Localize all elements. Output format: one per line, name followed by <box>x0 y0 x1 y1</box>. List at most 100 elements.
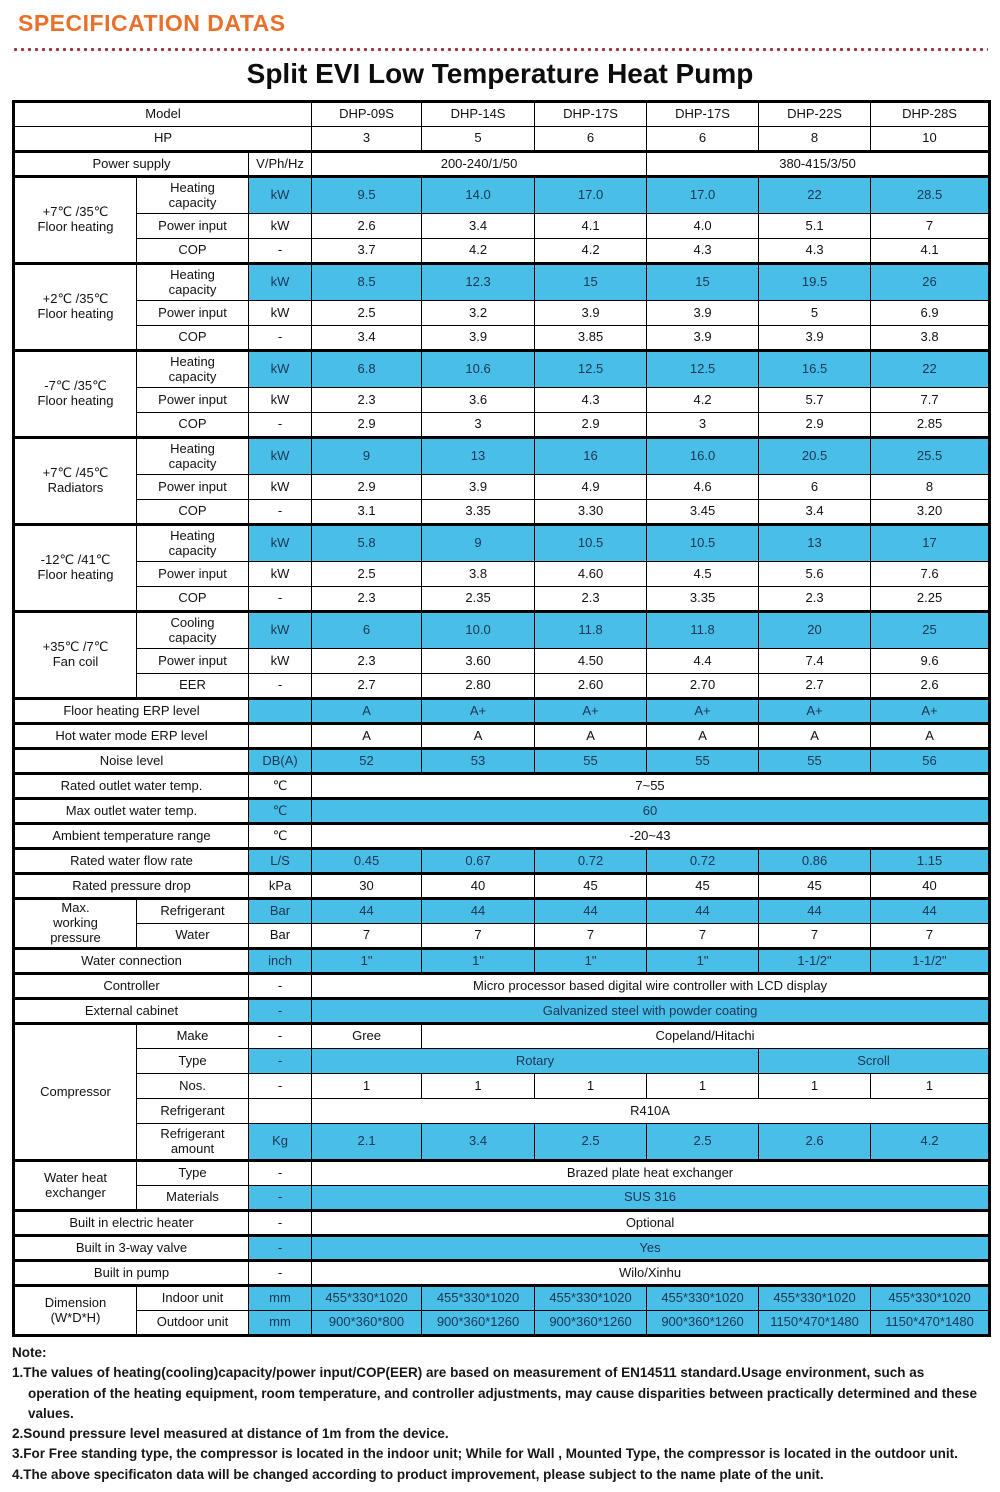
dotted-divider <box>12 47 988 52</box>
unit-cell: kW <box>247 648 313 674</box>
spec-row: Power input kW 2.5 3.2 3.9 3.9 5 6.9 <box>14 300 991 326</box>
spec-row: Dimension (W*D*H) Indoor unit mm 455*330*10… <box>13 1284 991 1336</box>
unit-cell: - <box>247 1259 313 1286</box>
value-cell: 2.9 <box>311 474 423 500</box>
value-cell: 1 <box>870 1073 991 1099</box>
value-cell: 5.1 <box>758 213 872 239</box>
value-cell: 12.3 <box>421 262 536 301</box>
value-cell: A+ <box>870 697 991 724</box>
value-cell: 2.35 <box>421 586 536 612</box>
value-cell: 12.5 <box>534 349 648 388</box>
unit-cell: ℃ <box>247 822 313 849</box>
spec-row: Power input kW 2.6 3.4 4.1 4.0 5.1 7 <box>14 213 991 239</box>
unit-cell: mm <box>247 1310 313 1336</box>
spec-row: Power input kW 2.5 3.8 4.60 4.5 5.6 7.6 <box>14 561 991 587</box>
unit-cell: mm <box>247 1284 313 1311</box>
note-heading: Note: <box>12 1345 47 1360</box>
row-label: Max outlet water temp. <box>13 797 249 824</box>
value-cell: 2.7 <box>758 673 872 699</box>
spec-row: COP -3.4 3.9 3.85 3.9 3.9 3.8 <box>14 325 991 351</box>
value-cell: A <box>646 722 760 749</box>
model-name: DHP-17S <box>646 101 760 127</box>
value-cell: 4.2 <box>534 238 648 264</box>
value-cell: 7 <box>311 923 423 949</box>
param-label: Cooling capacity <box>136 610 249 649</box>
value-cell: 455*330*1020 <box>870 1284 991 1311</box>
value-cell: 4.3 <box>758 238 872 264</box>
param-label: Outdoor unit <box>136 1310 249 1336</box>
value-cell: 2.7 <box>311 673 423 699</box>
spec-row: +2℃ /35℃ Floor heating Heating capacity kW… <box>13 262 991 351</box>
param-label: Type <box>136 1159 249 1186</box>
row-label: Rated outlet water temp. <box>13 772 249 799</box>
value-cell: 3.9 <box>421 325 536 351</box>
value-cell: 44 <box>421 897 536 924</box>
row-label: Hot water mode ERP level <box>13 722 249 749</box>
param-label: COP <box>136 586 249 612</box>
value-cell: 25.5 <box>870 436 991 475</box>
spec-row: Ambient temperature range ℃ -20~43 <box>13 822 991 849</box>
value-cell: 1150*470*1480 <box>758 1310 872 1336</box>
unit-cell: kW <box>247 349 313 388</box>
unit-cell: - <box>247 1073 313 1099</box>
value-cell: 3 <box>421 412 536 438</box>
value-cell: 1-1/2" <box>758 947 872 974</box>
spec-row: COP -2.9 3 2.9 3 2.9 2.85 <box>14 412 991 438</box>
value-cell: 14.0 <box>421 175 536 214</box>
value-cell: 0.67 <box>421 847 536 874</box>
value-cell: 3.4 <box>758 499 872 525</box>
unit-cell: kW <box>247 175 313 214</box>
unit-cell: kW <box>247 387 313 413</box>
value-cell: 3.9 <box>421 474 536 500</box>
value-cell: A+ <box>758 697 872 724</box>
unit-cell: - <box>247 325 313 351</box>
spec-row: Built in electric heater - Optional <box>13 1209 991 1236</box>
value-cell: 1 <box>534 1073 648 1099</box>
value-cell: 455*330*1020 <box>646 1284 760 1311</box>
value-cell: 3.35 <box>646 586 760 612</box>
model-name: DHP-28S <box>870 101 991 127</box>
group-label: Compressor <box>13 1022 137 1161</box>
value-cell: 2.9 <box>758 412 872 438</box>
value-cell: 2.6 <box>870 673 991 699</box>
row-label: Built in pump <box>13 1259 249 1286</box>
value-cell: 4.6 <box>646 474 760 500</box>
value-cell: 11.8 <box>646 610 760 649</box>
row-label: Rated pressure drop <box>13 872 249 899</box>
value-cell: 10.5 <box>646 523 760 562</box>
value-cell: 3.35 <box>421 499 536 525</box>
spec-row: Model DHP-09S DHP-14S DHP-17S DHP-17S DHP-22S… <box>12 101 991 127</box>
row-label: Noise level <box>13 747 249 774</box>
value-cell: R410A <box>311 1098 991 1124</box>
value-cell: 3.30 <box>534 499 648 525</box>
value-cell: 44 <box>534 897 648 924</box>
value-cell: Yes <box>311 1234 991 1261</box>
value-cell: 200-240/1/50 <box>311 150 648 177</box>
value-cell: 4.3 <box>646 238 760 264</box>
value-cell: 4.1 <box>534 213 648 239</box>
spec-row: Outdoor unit mm 900*360*800 900*360*1260 900… <box>14 1310 991 1336</box>
specification-table: Model DHP-09S DHP-14S DHP-17S DHP-17S DHP-22S… <box>12 100 992 1337</box>
value-cell: 15 <box>646 262 760 301</box>
value-cell: 2.3 <box>311 387 423 413</box>
value-cell: 3.9 <box>758 325 872 351</box>
row-label-hp: HP <box>12 126 313 152</box>
spec-row: Materials - SUS 316 <box>14 1185 991 1211</box>
value-cell: 56 <box>870 747 991 774</box>
value-cell: 11.8 <box>534 610 648 649</box>
unit-cell <box>247 1098 313 1124</box>
value-cell: 6 <box>534 126 648 152</box>
value-cell: 900*360*1260 <box>534 1310 648 1336</box>
value-cell: 900*360*1260 <box>646 1310 760 1336</box>
model-name: DHP-09S <box>311 101 423 127</box>
spec-row: HP 3 5 6 6 8 10 <box>12 126 991 152</box>
condition-label: -12℃ /41℃ Floor heating <box>13 523 137 612</box>
value-cell: A <box>311 697 423 724</box>
value-cell: 4.0 <box>646 213 760 239</box>
param-label: Power input <box>136 648 249 674</box>
unit-cell: Bar <box>247 897 313 924</box>
condition-label: +2℃ /35℃ Floor heating <box>13 262 137 351</box>
value-cell: 2.60 <box>534 673 648 699</box>
spec-row: Type - Rotary Scroll <box>14 1048 991 1074</box>
value-cell: 7.7 <box>870 387 991 413</box>
